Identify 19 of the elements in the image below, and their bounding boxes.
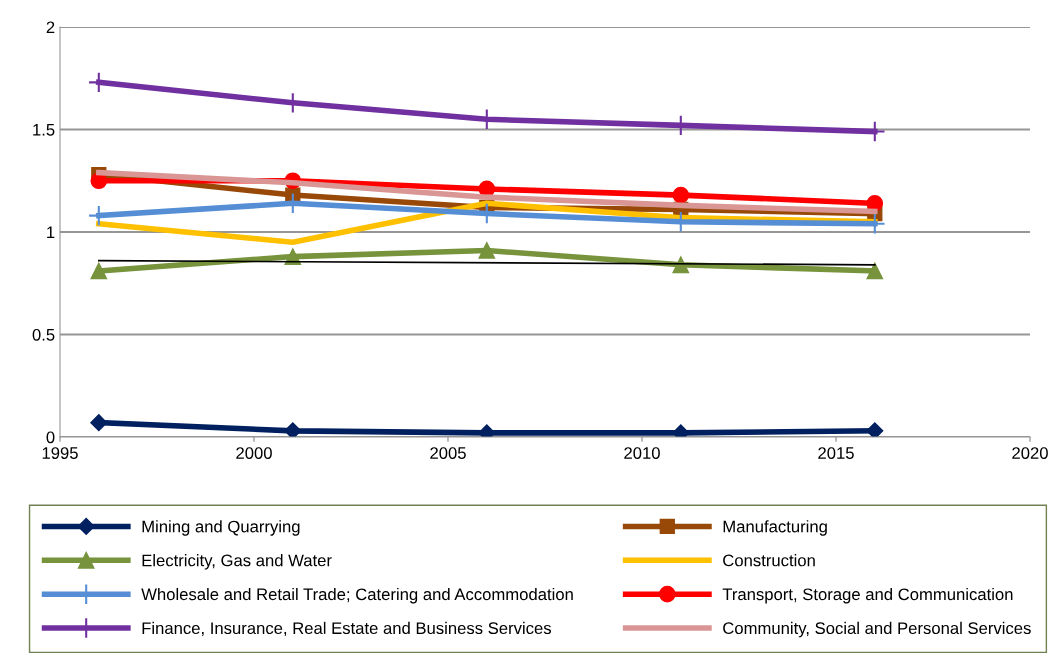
y-tick-label: 1 <box>47 226 55 239</box>
y-tick-label: 0.5 <box>32 328 55 341</box>
x-tick-label: 2010 <box>624 447 660 459</box>
legend-label: Mining and Quarrying <box>142 520 300 536</box>
legend-label: Construction <box>723 554 815 567</box>
x-tick-label: 2015 <box>818 447 854 459</box>
legend-label: Community, Social and Personal Services <box>723 621 1031 638</box>
x-tick-label: 2000 <box>236 447 272 459</box>
legend-label: Finance, Insurance, Real Estate and Business Services <box>142 621 551 637</box>
legend-label: Electricity, Gas and Water <box>142 554 332 570</box>
y-tick-label: 1.5 <box>33 124 55 136</box>
x-tick-label: 2005 <box>430 447 466 459</box>
y-tick-label: 2 <box>46 21 55 34</box>
legend-label: Transport, Storage and Communication <box>722 587 1013 604</box>
x-tick-label: 2020 <box>1012 447 1048 459</box>
legend-label: Manufacturing <box>723 520 827 536</box>
legend-label: Wholesale and Retail Trade; Catering and Accommodation <box>141 587 573 604</box>
y-tick-label: 0 <box>46 431 55 444</box>
x-tick-label: 1995 <box>42 447 78 459</box>
